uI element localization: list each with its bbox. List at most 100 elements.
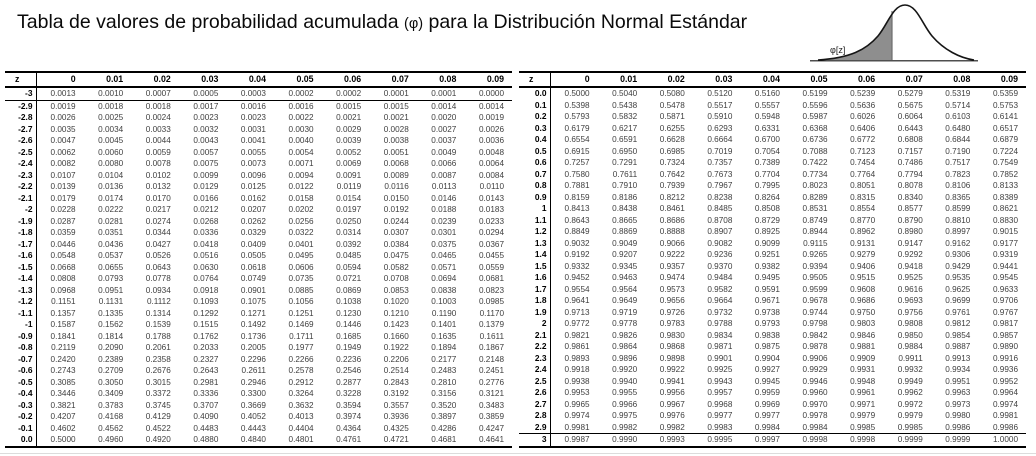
probability-value: 0.1210 — [383, 308, 409, 318]
probability-value: 0.2061 — [145, 343, 171, 352]
probability-value: 0.9985 — [897, 422, 923, 432]
probability-value: 0.6406 — [850, 123, 876, 133]
column-header: 0 — [36, 71, 84, 88]
probability-value: 0.0005 — [178, 87, 227, 101]
table-row: -0.6 0.2743 0.2709 0.2676 0.2643 0.2611 0.2578… — [5, 365, 512, 377]
probability-value: 0.1131 — [98, 297, 124, 306]
probability-value: 0.0537 — [98, 251, 124, 260]
probability-value: 0.0427 — [145, 239, 171, 249]
probability-value: 0.2090 — [98, 343, 124, 352]
probability-value: 0.4761 — [321, 434, 370, 448]
probability-value: 0.9826 — [612, 330, 638, 340]
probability-value: 0.0143 — [478, 193, 504, 203]
probability-value: 0.9525 — [897, 273, 923, 282]
probability-value: 0.0793 — [98, 274, 124, 283]
probability-value: 0.8790 — [897, 215, 923, 225]
probability-value: 0.6368 — [802, 123, 828, 133]
probability-value: 0.0571 — [431, 262, 457, 272]
z-column-header: z — [5, 71, 37, 88]
probability-value: 0.0853 — [383, 285, 409, 295]
z-value: 0.8 — [519, 180, 551, 192]
column-header: 0.09 — [464, 71, 512, 88]
z-value: 1.7 — [519, 283, 551, 295]
probability-value: 0.6700 — [754, 135, 780, 144]
probability-value: 0.0287 — [50, 216, 76, 226]
page-title: Tabla de valores de probabilidad acumula… — [17, 11, 747, 34]
probability-value: 0.5279 — [897, 89, 923, 98]
probability-value: 0.0026 — [50, 113, 76, 122]
probability-value: 0.0055 — [240, 147, 266, 157]
probability-value: 0.0047 — [50, 136, 76, 145]
table-row: -1.9 0.0287 0.0281 0.0274 0.0268 0.0262 0.0256… — [5, 215, 512, 227]
probability-value: 0.9686 — [850, 296, 876, 305]
probability-value: 0.7422 — [802, 158, 828, 167]
probability-value: 0.0375 — [431, 239, 457, 249]
probability-value: 0.5000 — [564, 89, 590, 98]
probability-value: 0.7486 — [897, 158, 923, 167]
probability-value: 0.8577 — [897, 204, 923, 213]
probability-value: 0.0007 — [131, 87, 179, 101]
probability-value: 0.3336 — [193, 389, 219, 398]
title-text-left: Tabla de valores de probabilidad acumula… — [17, 11, 405, 33]
table-body: -3 0.0013 0.0010 0.0007 0.0005 0.0003 0.0002 0.… — [5, 87, 512, 448]
probability-value: 0.0116 — [384, 182, 409, 191]
probability-value: 0.7190 — [945, 146, 971, 156]
probability-value: 0.0838 — [431, 285, 457, 295]
probability-value: 0.0455 — [478, 251, 504, 260]
probability-value: 0.9951 — [945, 376, 971, 386]
probability-value: 0.0014 — [478, 101, 504, 111]
probability-value: 0.9131 — [850, 238, 876, 248]
z-value: 0.3 — [519, 122, 551, 134]
probability-value: 0.2005 — [240, 343, 266, 352]
probability-value: 0.0681 — [478, 274, 504, 283]
probability-value: 0.4483 — [193, 423, 219, 433]
z-value: -2.6 — [5, 135, 37, 147]
probability-value: 0.0049 — [431, 147, 457, 157]
normal-curve-figure: φ[z] — [810, 4, 978, 62]
probability-value: 0.7088 — [802, 146, 828, 156]
probability-value: 0.9981 — [564, 422, 590, 432]
probability-value: 0.0307 — [383, 228, 409, 237]
probability-value: 0.7257 — [564, 158, 590, 167]
probability-value: 0.3859 — [478, 412, 504, 421]
probability-value: 0.0071 — [288, 159, 314, 168]
probability-value: 0.7823 — [945, 169, 971, 179]
probability-value: 0.1446 — [336, 320, 362, 329]
table-row: -1.6 0.0548 0.0537 0.0526 0.0516 0.0505 0.0495… — [5, 250, 512, 262]
probability-value: 0.1562 — [98, 320, 124, 329]
probability-value: 0.8849 — [564, 227, 590, 236]
probability-value: 0.9319 — [992, 250, 1018, 259]
probability-value: 0.0179 — [50, 193, 76, 203]
probability-value: 0.0174 — [98, 193, 124, 203]
probability-value: 0.9772 — [564, 319, 590, 328]
probability-value: 0.0078 — [145, 159, 171, 168]
z-value: -0.5 — [5, 376, 37, 388]
probability-value: 0.8962 — [850, 227, 876, 236]
probability-value: 0.0202 — [288, 205, 314, 214]
probability-value: 0.9761 — [945, 307, 971, 317]
probability-value: 0.9591 — [754, 284, 780, 294]
probability-value: 0.0107 — [50, 170, 76, 180]
table-row: -1.4 0.0808 0.0793 0.0778 0.0764 0.0749 0.0735… — [5, 273, 512, 285]
probability-value: 0.9641 — [564, 296, 590, 305]
z-value: 1.8 — [519, 295, 551, 307]
z-value: -2.2 — [5, 181, 37, 193]
probability-value: 0.0045 — [98, 136, 124, 145]
z-value: 3 — [519, 433, 551, 448]
probability-value: 0.9963 — [945, 388, 971, 397]
table-row: -1.7 0.0446 0.0436 0.0427 0.0418 0.0409 0.0401… — [5, 238, 512, 250]
probability-value: 0.1251 — [288, 308, 314, 318]
probability-value: 0.9678 — [802, 296, 828, 305]
probability-value: 0.9554 — [564, 284, 590, 294]
probability-value: 0.5793 — [564, 112, 590, 121]
probability-value: 0.9251 — [754, 250, 780, 259]
probability-value: 0.8186 — [612, 192, 638, 202]
probability-value: 0.1020 — [383, 297, 409, 306]
probability-value: 0.9147 — [897, 238, 923, 248]
probability-value: 0.9998 — [787, 433, 836, 448]
z-value: -0.9 — [5, 330, 37, 342]
table-row: 2.9 0.9981 0.9982 0.9982 0.9983 0.9984 0.9984 0… — [519, 421, 1026, 434]
probability-value: 0.0217 — [145, 205, 171, 214]
probability-value: 0.8729 — [754, 215, 780, 225]
probability-value: 0.4247 — [478, 423, 504, 433]
